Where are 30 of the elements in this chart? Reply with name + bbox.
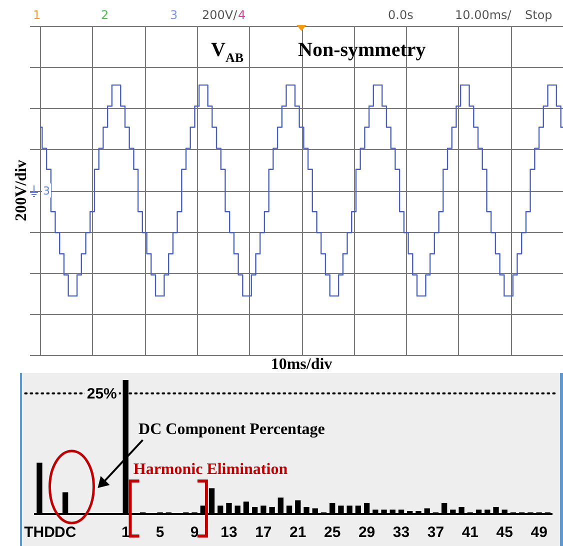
text: 2	[101, 8, 109, 22]
text: 1	[33, 8, 41, 22]
x-tick-label: 33	[392, 524, 410, 542]
text: Stop	[525, 8, 552, 22]
x-tick-label: 25	[324, 524, 341, 542]
x-tick-label: 37	[427, 524, 444, 542]
text: 4	[238, 8, 246, 22]
x-axis-title: 10ms/div	[270, 356, 332, 373]
x-tick-label: DC	[54, 524, 76, 542]
text: 200V/	[202, 8, 238, 22]
text: 3	[170, 8, 178, 22]
x-tick-label: 17	[255, 524, 272, 542]
x-tick-label: 41	[462, 524, 479, 542]
x-tick-label: 5	[156, 524, 164, 542]
annotation: 3	[43, 184, 50, 198]
x-tick-label: 1	[121, 524, 130, 542]
text: Non-symmetry	[298, 39, 426, 61]
x-tick-label: 9	[190, 524, 199, 542]
text: 10.00ms/	[455, 8, 512, 22]
annotation: 25%	[86, 386, 117, 403]
text: 0.0s	[388, 8, 414, 22]
annotation: Harmonic Elimination	[133, 461, 288, 478]
x-tick-label: 21	[290, 524, 306, 542]
x-tick-label: THD	[24, 524, 56, 542]
annotation: DC Component Percentage	[138, 421, 325, 438]
x-tick-label: 13	[220, 524, 238, 542]
x-tick-label: 49	[530, 524, 548, 542]
y-axis-title: 200V/div	[13, 160, 30, 222]
x-tick-label: 45	[496, 524, 513, 542]
x-tick-label: 29	[358, 524, 376, 542]
